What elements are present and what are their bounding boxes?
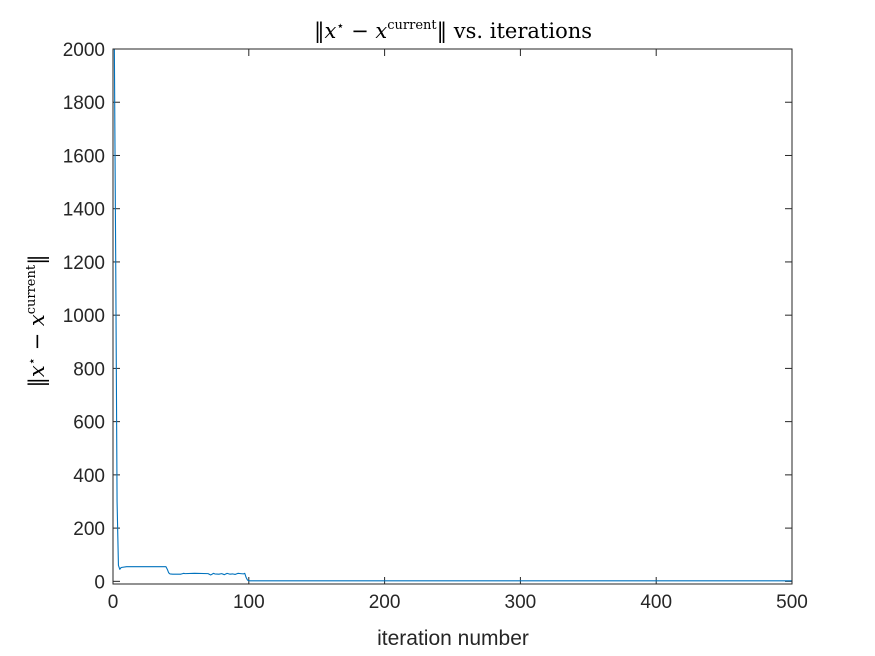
ylabel-minus: − bbox=[25, 326, 49, 357]
y-tick-label: 800 bbox=[73, 359, 105, 380]
title-x: x bbox=[324, 19, 336, 43]
ylabel-norm-open: ‖ bbox=[25, 377, 50, 388]
chart-title: ‖x⋆ − xcurrent‖ vs. iterations bbox=[314, 18, 592, 44]
ylabel-superscript: current bbox=[24, 264, 39, 314]
x-tick-label: 300 bbox=[505, 592, 537, 613]
x-tick-label: 400 bbox=[640, 592, 672, 613]
y-tick-label: 400 bbox=[73, 466, 105, 487]
x-axis-label: iteration number bbox=[377, 627, 529, 650]
y-tick-label: 1600 bbox=[63, 146, 105, 167]
ylabel-star: ⋆ bbox=[25, 357, 40, 365]
title-norm-open: ‖ bbox=[314, 19, 325, 44]
plot-area-box bbox=[112, 48, 793, 585]
series-line bbox=[113, 48, 792, 582]
ylabel-x2: x bbox=[25, 314, 49, 326]
y-tick-label: 200 bbox=[73, 519, 105, 540]
x-tick-label: 0 bbox=[108, 592, 119, 613]
title-minus: − bbox=[344, 19, 375, 43]
ylabel-x: x bbox=[25, 365, 49, 377]
x-tick-label: 500 bbox=[776, 592, 808, 613]
y-tick-label: 1000 bbox=[63, 306, 105, 327]
y-tick-label: 2000 bbox=[63, 40, 105, 61]
axis-ticks: 0 100 200 300 400 500 0 200 400 600 800 1000 1200 140… bbox=[63, 40, 808, 613]
title-star: ⋆ bbox=[336, 19, 344, 34]
title-x2: x bbox=[375, 19, 387, 43]
series-group bbox=[113, 48, 792, 582]
title-suffix: vs. iterations bbox=[447, 19, 592, 43]
x-tick-label: 100 bbox=[233, 592, 265, 613]
ylabel-norm-close: ‖ bbox=[25, 254, 50, 265]
y-tick-label: 600 bbox=[73, 413, 105, 434]
y-axis-label: ‖x⋆ − xcurrent‖ bbox=[24, 254, 50, 387]
y-tick-label: 0 bbox=[94, 572, 105, 593]
title-superscript: current bbox=[387, 18, 437, 33]
y-tick-label: 1800 bbox=[63, 93, 105, 114]
y-tick-label: 1200 bbox=[63, 253, 105, 274]
x-tick-label: 200 bbox=[369, 592, 401, 613]
title-norm-close: ‖ bbox=[437, 19, 448, 44]
y-tick-label: 1400 bbox=[63, 200, 105, 221]
